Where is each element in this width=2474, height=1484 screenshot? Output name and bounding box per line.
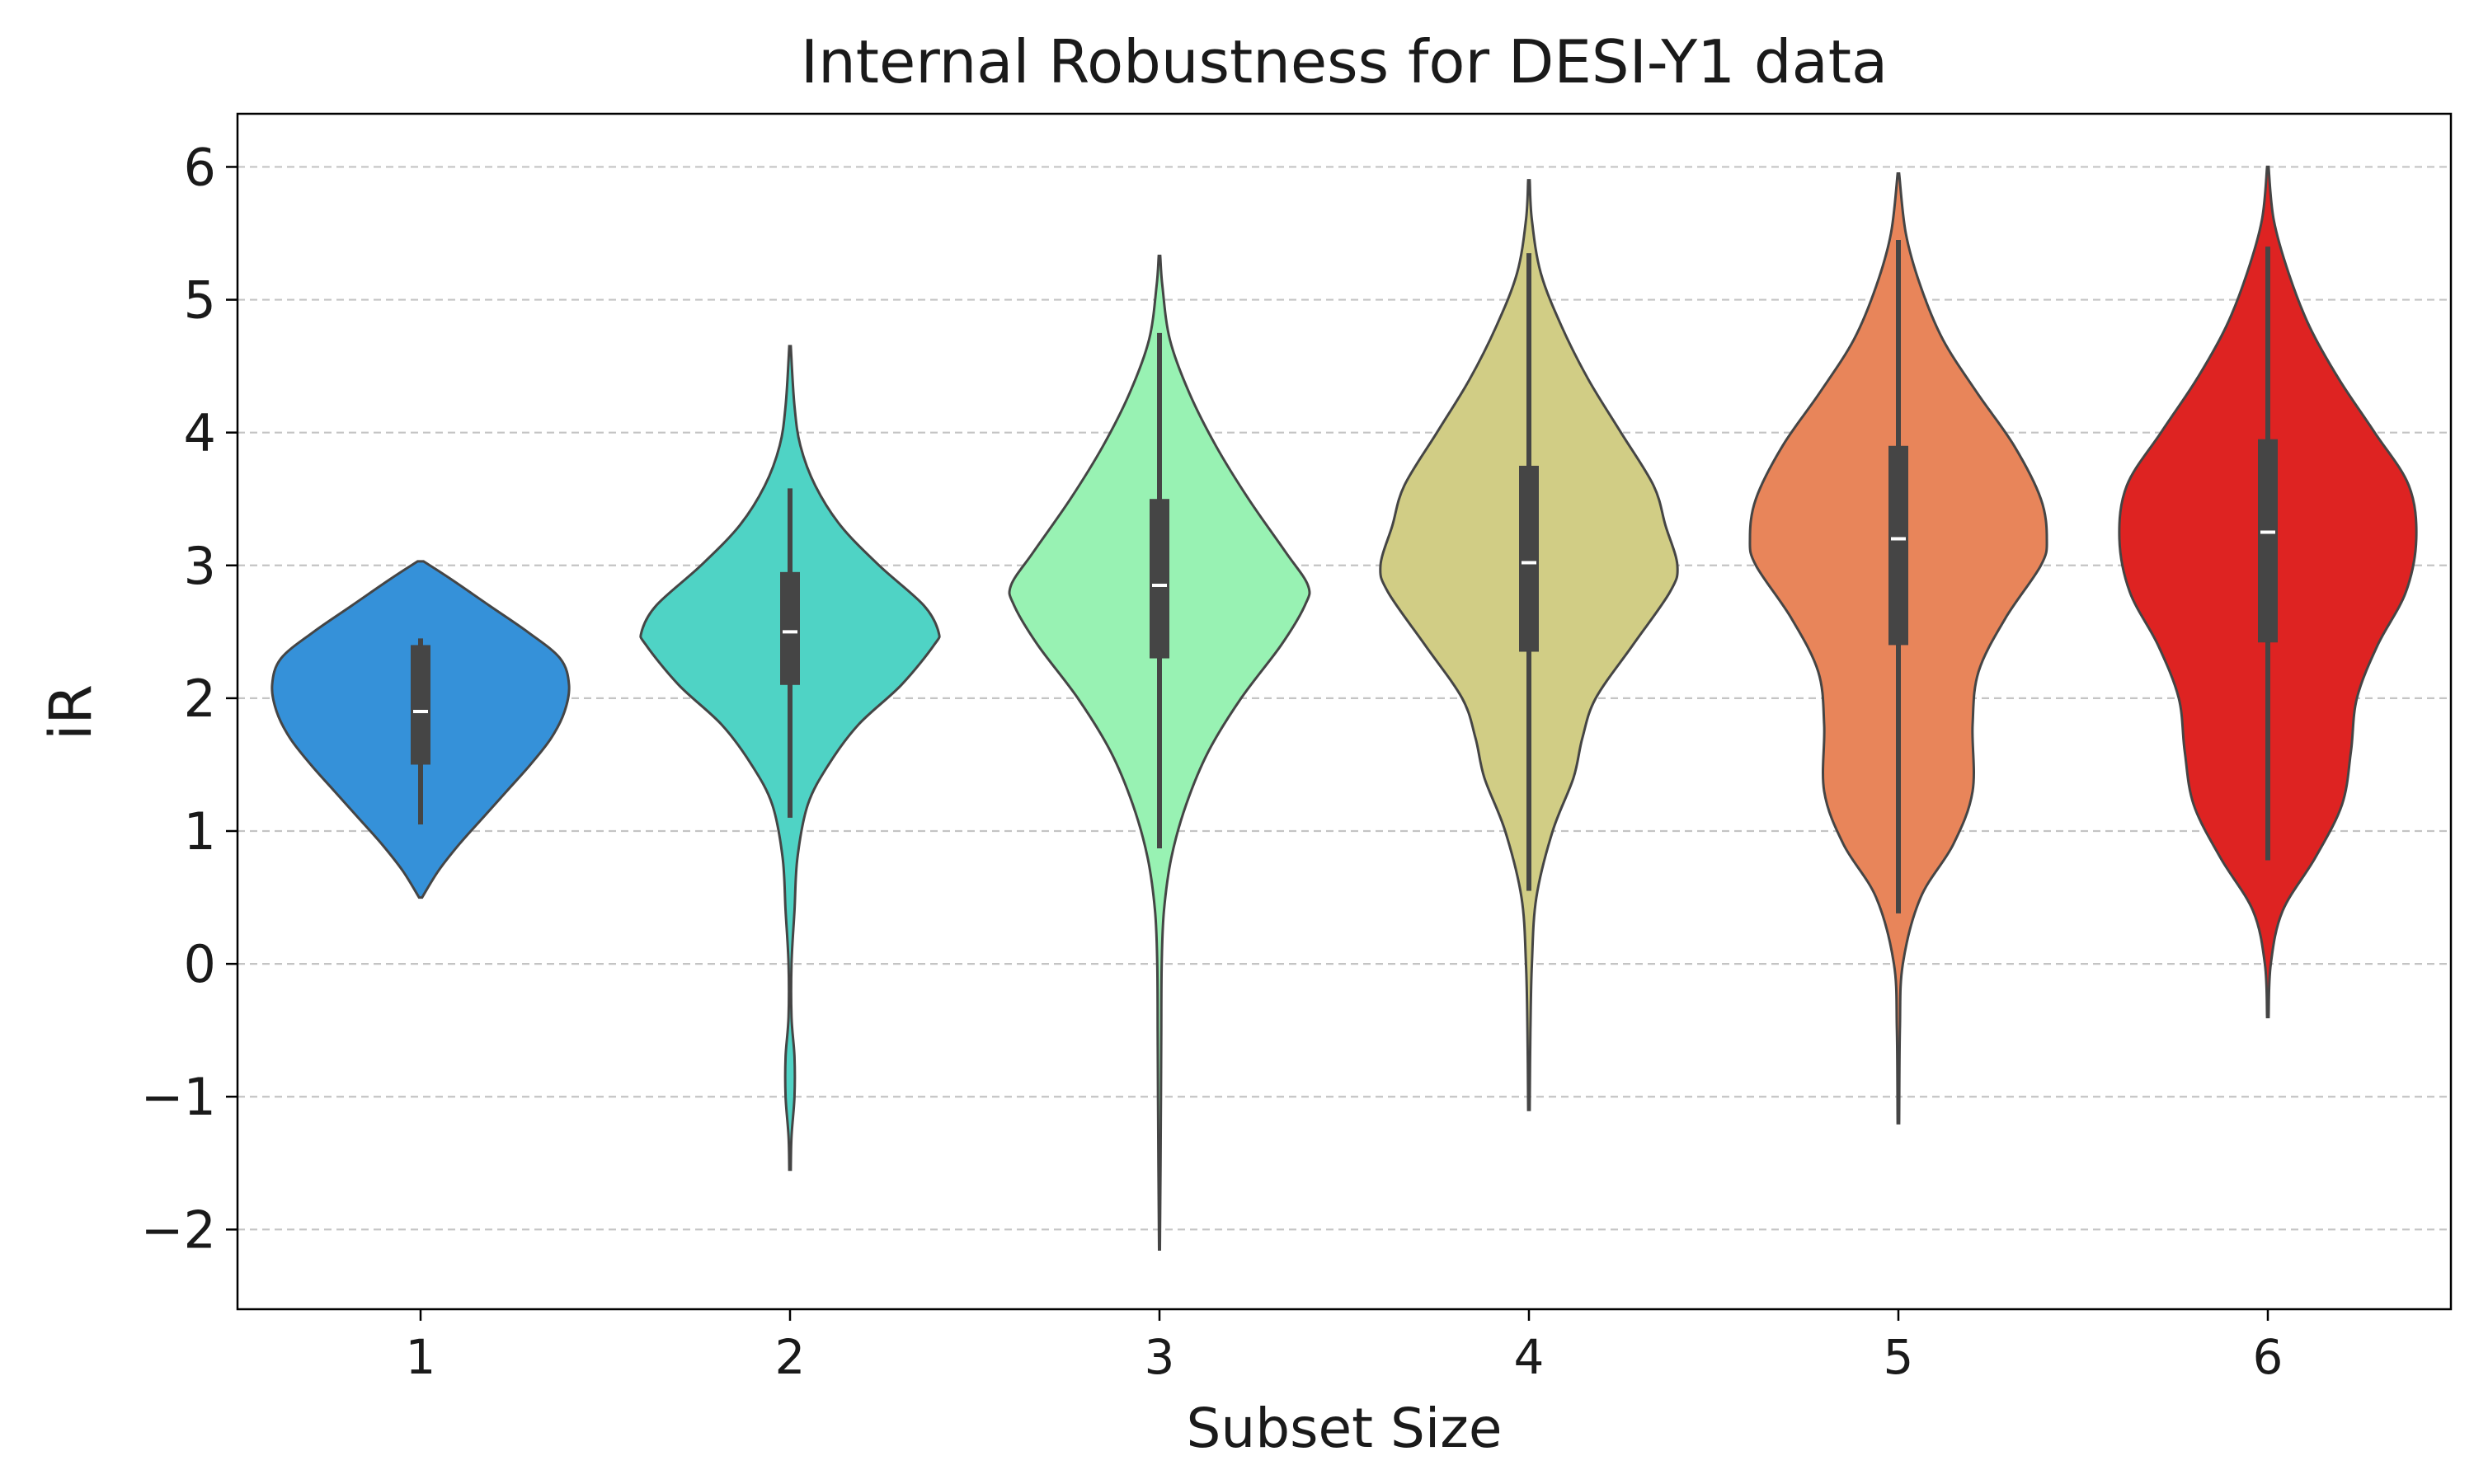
x-tick-label: 2	[775, 1329, 806, 1385]
y-tick-label: −1	[141, 1067, 216, 1127]
y-tick-label: 3	[184, 536, 216, 596]
y-tick-label: 6	[184, 137, 216, 197]
iqr-box-4	[1519, 465, 1539, 652]
y-tick-label: 2	[184, 669, 216, 729]
y-tick-label: 0	[184, 934, 216, 994]
iqr-box-6	[2258, 439, 2278, 643]
iqr-box-2	[780, 571, 800, 685]
y-tick-label: 5	[184, 270, 216, 331]
x-axis: 1 2 3 4 5 6	[406, 1309, 2284, 1385]
iqr-box-3	[1150, 499, 1169, 659]
x-tick-label: 5	[1884, 1329, 1914, 1385]
y-tick-label: −2	[141, 1200, 216, 1260]
grid-lines	[238, 166, 2451, 1231]
x-axis-label: Subset Size	[1187, 1397, 1503, 1460]
y-axis-label: iR	[37, 684, 105, 740]
violins	[270, 165, 2418, 1251]
iqr-box-1	[411, 645, 430, 765]
x-tick-label: 1	[406, 1329, 436, 1385]
x-tick-label: 3	[1145, 1329, 1175, 1385]
y-tick-label: 1	[184, 801, 216, 862]
y-axis: −2 −1 0 1 2 3 4 5 6	[141, 137, 238, 1260]
iqr-box-5	[1888, 445, 1908, 646]
chart-title: Internal Robustness for DESI-Y1 data	[801, 27, 1888, 96]
plot-frame	[236, 112, 2453, 1311]
x-tick-label: 4	[1514, 1329, 1545, 1385]
y-tick-label: 4	[184, 403, 216, 463]
x-tick-label: 6	[2253, 1329, 2284, 1385]
